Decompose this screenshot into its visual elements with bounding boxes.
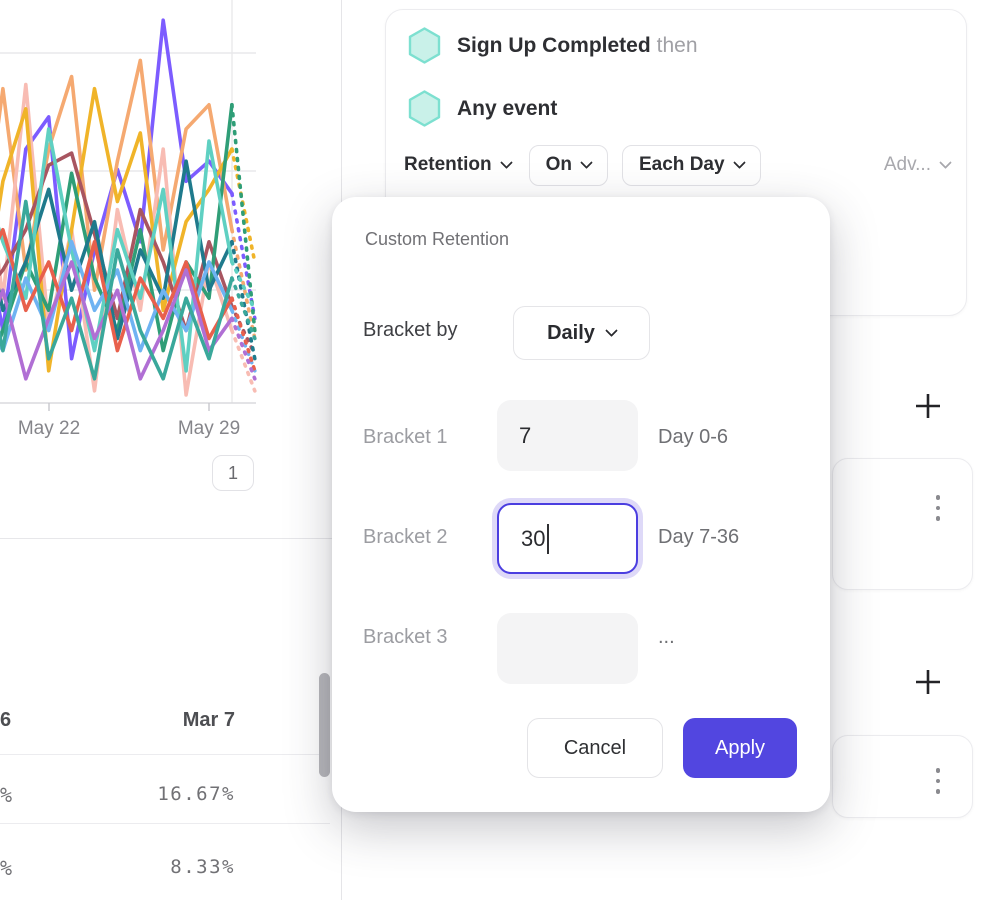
kebab-icon [935, 516, 940, 521]
table-header-partial: 6 [0, 709, 12, 731]
table-cell-partial: % [0, 783, 14, 807]
chevron-down-icon [732, 155, 746, 169]
chevron-down-icon [499, 155, 513, 169]
chart-canvas [0, 0, 257, 411]
kebab-icon [935, 778, 940, 783]
table-header-mar7: Mar 7 [182, 709, 235, 731]
event-step-label: Any event [457, 97, 558, 120]
side-card [832, 735, 973, 818]
kebab-icon [935, 789, 940, 794]
chevron-down-icon [939, 155, 952, 169]
add-section-button[interactable] [912, 666, 944, 698]
add-section-button[interactable] [912, 390, 944, 422]
apply-button[interactable]: Apply [683, 718, 797, 778]
x-axis-tick-may22: May 22 [17, 418, 81, 439]
chevron-down-icon [580, 155, 593, 169]
table-header-row: 6 Mar 7 [0, 695, 330, 753]
event-step-signup[interactable]: Sign Up Completed then [408, 27, 698, 65]
cancel-button[interactable]: Cancel [527, 718, 663, 778]
x-axis-tick-may29: May 29 [177, 418, 241, 439]
bracket-by-label: Bracket by [363, 319, 458, 341]
chevron-down-icon [605, 323, 618, 337]
bracket-3-label: Bracket 3 [363, 626, 448, 648]
chart-series-lines [0, 18, 257, 397]
plus-icon [916, 394, 940, 418]
custom-retention-modal: Custom Retention Bracket by Daily Bracke… [332, 197, 830, 812]
side-card [832, 458, 973, 590]
kebab-icon [935, 495, 940, 500]
event-step-any-event[interactable]: Any event [408, 90, 557, 128]
pagination-page-1-button[interactable]: 1 [212, 455, 254, 491]
on-dropdown[interactable]: On [528, 144, 608, 186]
query-controls-row: Retention On Each Day Adv... [400, 144, 952, 186]
measure-dropdown[interactable]: Retention [400, 154, 515, 176]
retention-results-table: 6 Mar 7 % 16.67% % 8.33% [0, 539, 330, 900]
kebab-menu-button[interactable] [932, 764, 945, 798]
plus-icon [916, 670, 940, 694]
bracket-2-label: Bracket 2 [363, 526, 448, 548]
left-pane-divider [0, 538, 341, 539]
interval-dropdown[interactable]: Each Day [622, 144, 761, 186]
table-cell-value: 16.67% [157, 783, 235, 805]
bracket-2-range: Day 7-36 [658, 526, 740, 548]
modal-title: Custom Retention [365, 229, 510, 249]
bracket-by-dropdown[interactable]: Daily [513, 306, 650, 360]
bracket-3-input[interactable] [497, 613, 638, 684]
hexagon-event-icon [408, 90, 441, 127]
kebab-icon [935, 768, 940, 773]
text-caret [547, 523, 549, 554]
bracket-1-range: Day 0-6 [658, 426, 729, 448]
table-divider [0, 754, 330, 755]
bracket-3-range: ... [658, 626, 675, 648]
retention-line-chart: May 22 May 29 [0, 0, 341, 450]
bracket-2-input[interactable]: 30 [497, 503, 638, 574]
advanced-dropdown[interactable]: Adv... [884, 154, 952, 176]
table-cell-partial: % [0, 856, 14, 880]
kebab-menu-button[interactable] [932, 491, 945, 525]
bracket-1-label: Bracket 1 [363, 426, 448, 448]
table-divider [0, 823, 330, 824]
event-step-label: Sign Up Completed then [457, 34, 698, 57]
then-label: then [656, 34, 698, 57]
modal-button-row: Cancel Apply [332, 718, 830, 778]
kebab-icon [935, 505, 940, 510]
table-scrollbar-thumb[interactable] [319, 673, 330, 777]
bracket-1-input[interactable]: 7 [497, 400, 638, 471]
hexagon-event-icon [408, 27, 441, 64]
table-cell-value: 8.33% [170, 856, 235, 878]
